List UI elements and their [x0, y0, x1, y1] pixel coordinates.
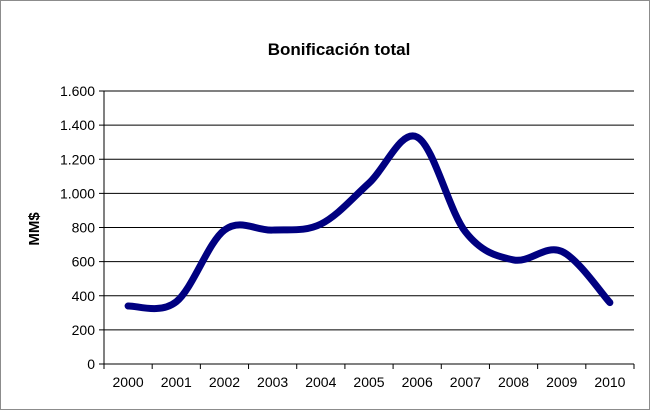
- gridlines: [104, 90, 634, 331]
- y-tick-label: 200: [72, 322, 96, 338]
- series-line: [124, 132, 614, 313]
- data-point: [369, 183, 370, 184]
- x-tick-label: 2005: [353, 374, 384, 390]
- y-axis-label: MM$: [26, 212, 43, 246]
- chart-title: Bonificación total: [268, 40, 411, 59]
- x-tick-label: 2002: [209, 374, 240, 390]
- data-point: [320, 224, 321, 225]
- y-tick-label: 400: [72, 288, 96, 304]
- y-tick-label: 1.600: [60, 83, 95, 99]
- series-layer: [124, 132, 614, 313]
- x-tick-label: 2004: [305, 374, 336, 390]
- y-tick-label: 600: [72, 254, 96, 270]
- data-point: [609, 302, 610, 303]
- axes: [99, 90, 635, 369]
- x-tick-labels: 2000 2001 2002 2003 2004 2005 2006 2007 2008 2009…: [113, 374, 626, 390]
- x-tick-label: 2003: [257, 374, 288, 390]
- x-tick-label: 2007: [450, 374, 481, 390]
- y-tick-label: 1.000: [60, 185, 95, 201]
- y-tick-label: 800: [72, 220, 96, 236]
- x-tick-label: 2010: [594, 374, 625, 390]
- data-point: [272, 230, 273, 231]
- x-tick-label: 2000: [113, 374, 144, 390]
- y-tick-labels: 0 200 400 600 800 1.000 1.200 1.400 1.600: [60, 83, 95, 372]
- data-point: [513, 259, 514, 260]
- data-point: [561, 251, 562, 252]
- data-point: [224, 230, 225, 231]
- y-tick-label: 1.400: [60, 117, 95, 133]
- y-tick-label: 0: [87, 356, 95, 372]
- y-tick-label: 1.200: [60, 151, 95, 167]
- data-point: [417, 137, 418, 138]
- x-tick-label: 2009: [546, 374, 577, 390]
- data-point: [176, 301, 177, 302]
- data-point: [128, 305, 129, 306]
- data-point: [465, 231, 466, 232]
- x-tick-label: 2006: [402, 374, 433, 390]
- x-tick-label: 2008: [498, 374, 529, 390]
- x-tick-label: 2001: [161, 374, 192, 390]
